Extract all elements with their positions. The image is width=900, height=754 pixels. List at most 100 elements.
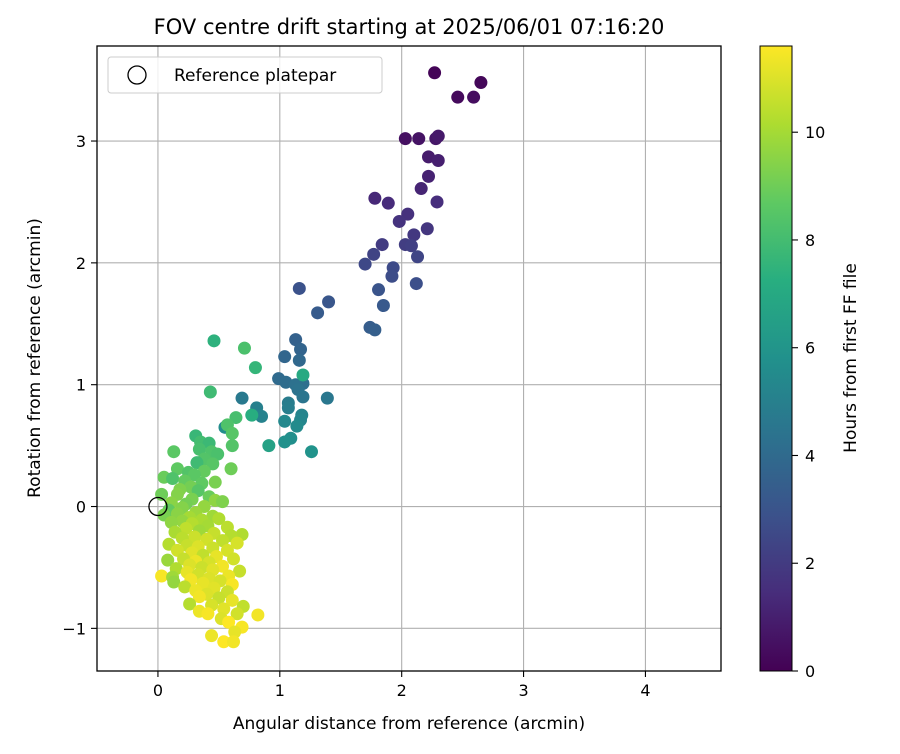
data-point	[233, 564, 247, 578]
y-tick-label: 3	[76, 132, 86, 151]
data-point	[279, 375, 293, 389]
data-point	[420, 222, 434, 236]
data-point	[376, 299, 390, 313]
data-point	[192, 590, 206, 604]
y-tick-label: 1	[76, 376, 86, 395]
legend-box	[107, 56, 383, 94]
data-point	[289, 333, 303, 347]
data-point	[228, 625, 242, 639]
data-point	[292, 281, 306, 295]
data-point	[409, 277, 423, 291]
data-point	[179, 521, 193, 535]
data-point	[422, 150, 435, 164]
data-point	[217, 635, 231, 649]
data-point	[248, 361, 262, 375]
data-point	[216, 534, 230, 548]
data-point	[167, 445, 181, 459]
data-point	[398, 132, 412, 146]
y-tick-label: 2	[76, 254, 86, 273]
data-point	[290, 419, 304, 433]
reference-marker	[148, 496, 168, 517]
data-point	[281, 401, 295, 415]
colorbar-ticks: 0 2 4 6 8 10	[792, 123, 825, 681]
data-point	[414, 182, 428, 196]
data-point	[212, 512, 226, 526]
data-point	[368, 191, 382, 205]
legend-entry-reference: Reference platepar	[174, 66, 336, 86]
data-point	[170, 462, 184, 476]
data-point	[211, 447, 225, 461]
x-tick-label: 2	[397, 681, 407, 700]
data-point	[294, 342, 308, 356]
data-point	[412, 132, 426, 146]
colorbar-tick-label: 2	[805, 554, 815, 573]
data-point	[166, 472, 180, 486]
legend: Reference platepar	[107, 56, 383, 94]
data-point	[262, 439, 276, 453]
colorbar-tick-label: 10	[805, 123, 825, 142]
data-point	[192, 442, 206, 456]
data-point	[188, 530, 201, 544]
data-point	[251, 608, 265, 622]
y-tick-label: 0	[76, 498, 86, 517]
data-point	[245, 408, 259, 422]
data-point	[278, 350, 292, 364]
data-point	[428, 66, 442, 80]
y-tick-label: −1	[62, 619, 86, 638]
data-point	[217, 602, 231, 616]
data-point	[155, 569, 169, 583]
colorbar-label: Hours from first FF file	[841, 263, 861, 453]
data-point	[167, 575, 181, 589]
data-point	[385, 269, 399, 283]
chart-title: FOV centre drift starting at 2025/06/01 …	[154, 15, 665, 39]
reference-platepar-marker	[148, 496, 168, 517]
data-point	[255, 409, 269, 423]
data-point	[178, 580, 192, 594]
colorbar-gradient	[759, 45, 793, 672]
data-point	[467, 90, 481, 104]
data-point	[203, 385, 217, 399]
data-point	[305, 445, 318, 459]
x-tick-label: 1	[275, 681, 285, 700]
data-point	[197, 464, 211, 478]
data-points	[155, 66, 488, 649]
colorbar: 0 2 4 6 8 10 Hours from first FF file	[759, 45, 861, 681]
data-point	[372, 283, 386, 297]
data-point	[164, 515, 178, 529]
data-point	[451, 90, 465, 104]
colorbar-tick-label: 0	[805, 662, 815, 681]
x-tick-label: 4	[640, 681, 650, 700]
data-point	[320, 391, 334, 405]
data-point	[208, 475, 222, 489]
data-point	[216, 559, 230, 573]
data-point	[183, 597, 197, 611]
plot-frame	[96, 45, 722, 672]
data-point	[322, 295, 336, 309]
colorbar-tick-label: 6	[805, 339, 815, 358]
data-point	[368, 323, 382, 337]
data-point	[367, 247, 381, 261]
data-point	[407, 228, 421, 242]
data-point	[431, 129, 445, 143]
data-point	[375, 238, 389, 252]
data-point	[216, 495, 230, 509]
data-point	[358, 257, 372, 271]
data-point	[188, 468, 201, 482]
data-point	[230, 536, 244, 550]
data-point	[292, 353, 306, 367]
data-point	[474, 76, 488, 90]
data-point	[227, 552, 240, 566]
data-point	[404, 239, 418, 253]
data-point	[392, 214, 406, 228]
data-point	[201, 607, 215, 621]
data-point	[401, 207, 415, 221]
colorbar-tick-label: 8	[805, 231, 815, 250]
data-point	[206, 457, 220, 471]
data-point	[205, 629, 219, 643]
data-point	[207, 334, 221, 348]
colorbar-tick-label: 4	[805, 446, 815, 465]
data-point	[296, 390, 310, 404]
data-point	[422, 169, 435, 183]
data-point	[161, 553, 175, 567]
data-point	[222, 615, 236, 629]
